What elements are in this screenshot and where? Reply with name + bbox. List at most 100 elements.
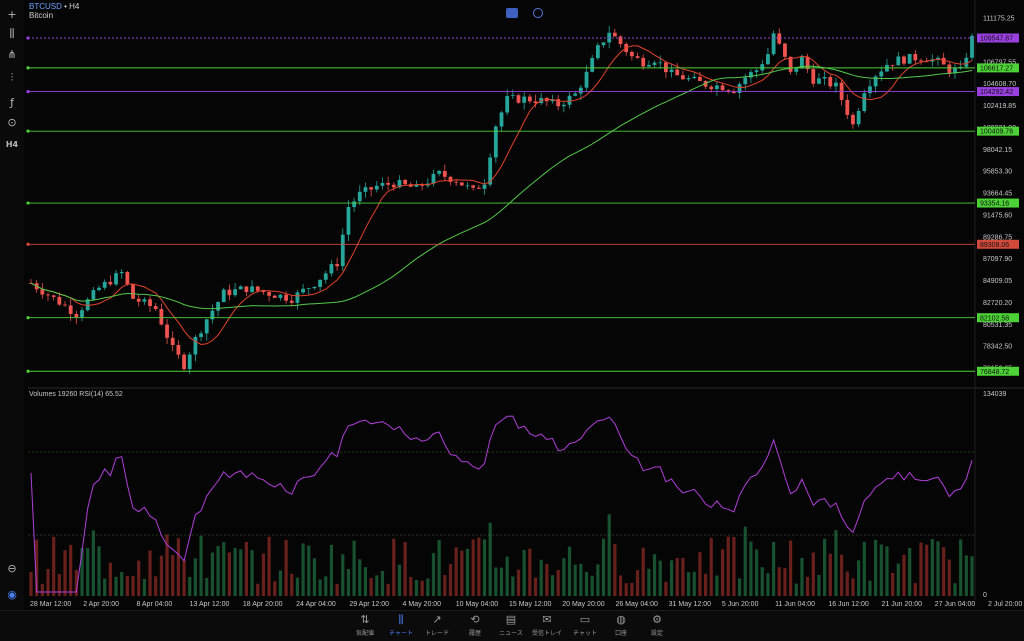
nav-item-4[interactable]: ▤ ニュース xyxy=(494,613,528,639)
level-anchor-dot xyxy=(26,316,30,320)
crosshair-icon[interactable]: + xyxy=(7,7,17,21)
timeframe-label: H4 xyxy=(69,2,80,11)
level-anchor-dot xyxy=(26,36,30,40)
volume-bar xyxy=(851,578,855,596)
volume-bar xyxy=(46,568,50,596)
candle-body xyxy=(817,78,821,84)
timeframe-label[interactable]: H4 xyxy=(5,139,19,149)
candle-body xyxy=(352,201,357,208)
magnifier-icon[interactable]: ⊖ xyxy=(7,561,17,575)
candle-body xyxy=(794,68,799,72)
timer-icon[interactable] xyxy=(533,8,543,18)
candle-body xyxy=(335,264,340,267)
nav-item-0[interactable]: ⇅ 気配値 xyxy=(348,613,382,639)
date-tick-label: 21 Jun 20:00 xyxy=(882,601,923,608)
candle-body xyxy=(936,57,940,60)
volume-bar xyxy=(205,578,209,596)
nav-item-5[interactable]: ✉ 受信トレイ xyxy=(530,613,564,639)
nav-item-8[interactable]: ⚙ 設定 xyxy=(640,613,674,639)
candle-body xyxy=(380,182,385,186)
volume-bar xyxy=(681,557,685,596)
nav-label: 気配値 xyxy=(355,631,374,637)
volume-bar xyxy=(845,571,849,596)
date-tick-label: 24 Apr 04:00 xyxy=(296,601,336,608)
volume-bar xyxy=(409,577,413,596)
candle-body xyxy=(766,54,770,65)
candle-body xyxy=(811,69,816,84)
volume-bar xyxy=(448,564,453,596)
volume-bar xyxy=(369,578,373,596)
objects-icon[interactable]: ⫶ xyxy=(10,71,14,84)
candle-body xyxy=(516,95,521,103)
candle-body xyxy=(732,91,736,94)
candle-body xyxy=(561,104,566,107)
volume-bar xyxy=(97,546,101,596)
trade-logo-icon[interactable]: ◉ xyxy=(7,587,17,601)
volume-bar xyxy=(925,544,929,596)
nav-item-1[interactable]: ⫼ チャート xyxy=(384,613,418,639)
candle-body xyxy=(902,56,906,64)
volume-bar xyxy=(715,575,719,596)
candle-body xyxy=(527,96,532,102)
volume-bar xyxy=(80,547,84,596)
candle-body xyxy=(261,290,266,293)
candle-body xyxy=(669,69,674,73)
nav-label: ニュース xyxy=(499,631,523,637)
candlestick-icon[interactable]: ⫼ xyxy=(9,27,15,40)
volume-bar xyxy=(165,534,169,596)
volume-bar xyxy=(380,570,385,596)
one-click-trading-button[interactable] xyxy=(506,8,518,18)
candle-body xyxy=(505,96,510,113)
volume-bar xyxy=(210,552,214,596)
volume-bar xyxy=(794,583,798,596)
volume-bar xyxy=(516,569,521,596)
volume-bar xyxy=(556,569,560,596)
candle-body xyxy=(221,289,226,303)
volume-bar xyxy=(930,539,934,596)
price-chart[interactable]: 111175.25108986.40106797.55104608.701024… xyxy=(0,0,1024,610)
price-tick-label: 80531.35 xyxy=(983,322,1012,329)
volume-bar xyxy=(142,578,146,596)
candle-body xyxy=(896,56,901,66)
candle-body xyxy=(788,56,793,72)
candle-body xyxy=(834,82,838,87)
nav-item-2[interactable]: ↗ トレード xyxy=(420,613,454,639)
volume-bar xyxy=(732,536,736,596)
nav-item-6[interactable]: ▭ チャット xyxy=(568,613,602,639)
level-anchor-dot xyxy=(26,66,30,70)
candle-body xyxy=(913,53,918,61)
shapes-icon[interactable]: ⊙ xyxy=(7,115,17,129)
candle-body xyxy=(216,302,220,311)
candle-body xyxy=(760,64,765,71)
nav-icon-6: ▭ xyxy=(579,613,591,626)
volume-axis-zero: 0 xyxy=(983,592,987,599)
indicators-icon[interactable]: ⋔ xyxy=(7,47,17,61)
candle-body xyxy=(102,281,107,288)
volume-bar xyxy=(613,544,617,596)
candle-body xyxy=(391,184,396,188)
nav-icon-0: ⇅ xyxy=(360,613,370,626)
nav-item-7[interactable]: ◍ 口座 xyxy=(604,613,638,639)
candle-body xyxy=(868,86,872,94)
volume-bar xyxy=(437,539,441,596)
volume-bar xyxy=(885,546,889,596)
candle-body xyxy=(680,75,685,80)
level-anchor-dot xyxy=(26,129,30,133)
volume-bar xyxy=(942,547,946,596)
price-tick-label: 82720.20 xyxy=(983,300,1012,307)
candle-body xyxy=(879,71,884,77)
date-tick-label: 16 Jun 12:00 xyxy=(828,601,869,608)
candle-body xyxy=(692,76,697,79)
function-icon[interactable]: ƒ xyxy=(10,95,14,109)
volume-bar xyxy=(284,539,288,596)
candle-body xyxy=(165,324,169,338)
candle-body xyxy=(46,294,50,296)
nav-item-3[interactable]: ⟲ 履歴 xyxy=(458,613,492,639)
candle-body xyxy=(397,179,402,188)
candle-body xyxy=(777,33,782,44)
bottom-navigation: ⇅ 気配値 ⫼ チャート ↗ トレード ⟲ 履歴 ▤ ニュース ✉ 受信トレイ ▭ チャット ◍ 口座 ⚙ 設定 xyxy=(0,610,1024,641)
volume-bar xyxy=(131,575,135,596)
candle-body xyxy=(431,173,436,184)
candle-body xyxy=(522,96,527,103)
volume-bar xyxy=(777,567,781,596)
